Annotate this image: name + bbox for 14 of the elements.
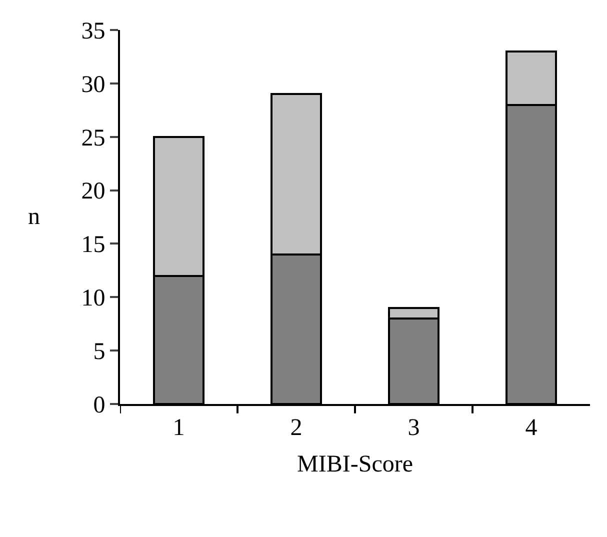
y-tick-label: 30 (81, 72, 106, 98)
y-tick-label: 0 (93, 392, 106, 418)
x-tick-label: 3 (408, 414, 420, 441)
y-tick-label: 25 (81, 125, 106, 152)
x-tick-label: 1 (172, 414, 185, 441)
x-tick-label: 2 (290, 414, 302, 441)
y-tick-label: 15 (81, 232, 106, 258)
y-tick-label: 5 (93, 338, 106, 365)
y-tick-label: 35 (81, 18, 106, 44)
y-tick-label: 20 (81, 178, 106, 205)
x-tick-label: 4 (525, 414, 538, 441)
x-axis-title: MIBI-Score (297, 452, 413, 478)
y-axis-title: n (28, 204, 40, 230)
y-tick-label: 10 (81, 286, 106, 312)
